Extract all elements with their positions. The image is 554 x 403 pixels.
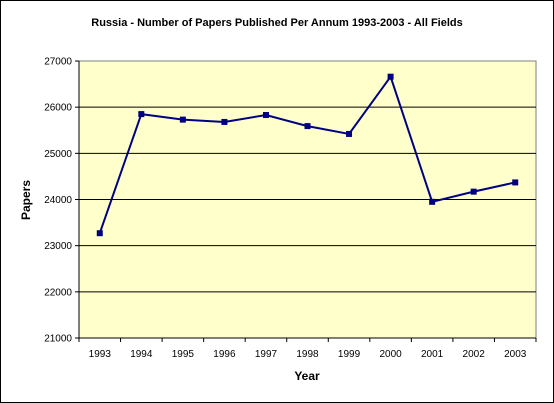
- data-point-1994: [138, 111, 145, 118]
- y-axis-label: Papers: [19, 180, 33, 220]
- data-point-2000: [387, 73, 394, 80]
- x-tick-label-2001: 2001: [421, 349, 444, 360]
- y-tick-label: 21000: [44, 334, 72, 345]
- x-tick-label-1995: 1995: [172, 349, 195, 360]
- data-point-1996: [221, 118, 228, 125]
- data-point-1999: [346, 130, 353, 137]
- x-tick-label-1996: 1996: [213, 349, 236, 360]
- data-point-1998: [304, 123, 311, 130]
- y-tick-label: 27000: [44, 57, 72, 68]
- x-tick-label-2002: 2002: [463, 349, 486, 360]
- data-point-2002: [470, 188, 477, 195]
- x-tick-label-1997: 1997: [255, 349, 278, 360]
- x-tick-label-1999: 1999: [338, 349, 361, 360]
- x-tick-label-1994: 1994: [130, 349, 153, 360]
- y-tick-label: 22000: [44, 287, 72, 298]
- data-point-1997: [262, 112, 269, 119]
- grid-lines: [79, 106, 536, 293]
- y-axis: 21000 22000 23000 24000 25000 26000 27000: [44, 57, 80, 345]
- x-tick-label-1998: 1998: [296, 349, 319, 360]
- data-point-2001: [429, 198, 436, 205]
- data-point-1995: [179, 116, 186, 123]
- data-markers: [96, 73, 519, 237]
- x-tick-label-2003: 2003: [504, 349, 527, 360]
- x-axis-label: Year: [294, 369, 320, 383]
- chart-title: Russia - Number of Papers Published Per …: [91, 17, 462, 29]
- x-tick-label-2000: 2000: [379, 349, 402, 360]
- x-axis: 1993 1994 1995 1996 1997 1998 1999 2000 2001 2002…: [78, 337, 537, 360]
- data-point-1993: [96, 230, 103, 237]
- y-tick-label: 23000: [44, 241, 72, 252]
- x-tick-label-1993: 1993: [89, 349, 112, 360]
- y-tick-label: 25000: [44, 149, 72, 160]
- y-tick-label: 24000: [44, 195, 72, 206]
- data-point-2003: [512, 179, 519, 186]
- y-tick-label: 26000: [44, 103, 72, 114]
